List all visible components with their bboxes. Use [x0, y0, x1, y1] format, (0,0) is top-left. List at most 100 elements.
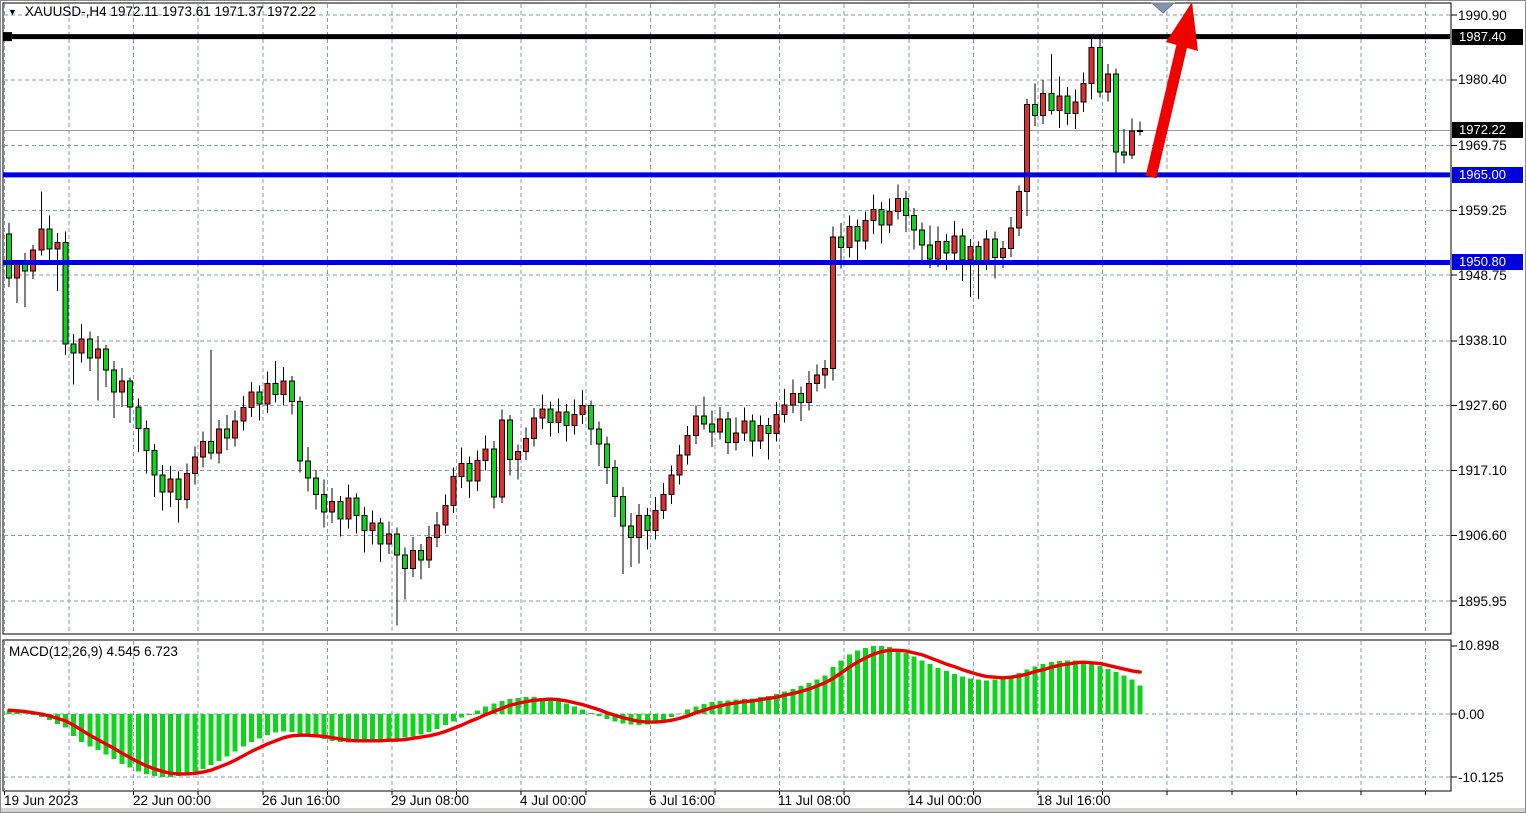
price-panel-frame	[2, 2, 1452, 635]
candle-body	[498, 419, 505, 498]
macd-histogram-bar	[329, 714, 335, 741]
macd-histogram-bar	[612, 714, 618, 722]
candle-body	[385, 533, 392, 545]
macd-histogram-bar	[1048, 662, 1054, 714]
macd-histogram-bar	[1008, 675, 1014, 714]
candle-body	[1104, 73, 1111, 93]
macd-histogram-bar	[1089, 663, 1095, 714]
candle-body	[1048, 92, 1055, 112]
macd-histogram-bar	[539, 697, 545, 714]
candle-body	[676, 454, 683, 476]
candle-body	[805, 382, 812, 404]
candle-body	[959, 235, 966, 261]
candle-body	[684, 434, 691, 456]
macd-histogram-bar	[669, 714, 675, 718]
macd-histogram-bar	[757, 697, 763, 714]
candle-body	[773, 413, 780, 434]
candle-body	[1129, 130, 1136, 156]
candle-body	[216, 428, 223, 454]
macd-histogram-bar	[160, 714, 166, 778]
candle-body	[660, 494, 667, 512]
macd-histogram-bar	[337, 714, 343, 743]
price-level-badge: 1972.22	[1452, 122, 1523, 139]
macd-histogram-bar	[192, 714, 198, 772]
chart-shift-marker-icon[interactable]	[1150, 2, 1176, 14]
candle-body	[38, 228, 45, 251]
candle-body	[6, 233, 12, 279]
time-axis-label: 22 Jun 00:00	[133, 793, 212, 808]
time-axis-label: 6 Jul 16:00	[649, 793, 716, 808]
candle-body	[854, 226, 861, 242]
macd-histogram-bar	[959, 676, 965, 714]
macd-axis-label: -10.125	[1458, 769, 1504, 785]
candle-body	[943, 241, 950, 254]
macd-histogram-bar	[790, 689, 796, 714]
macd-histogram-bar	[547, 699, 553, 714]
candle-body	[450, 476, 457, 507]
candle-body	[644, 515, 651, 531]
candle-body	[927, 244, 934, 260]
candle-body	[264, 382, 271, 405]
candle-body	[733, 432, 740, 444]
up-arrow-head-icon[interactable]	[1166, 2, 1198, 51]
macd-histogram-bar	[119, 714, 125, 764]
candle-body	[781, 404, 788, 415]
candle-body	[668, 474, 675, 496]
macd-histogram-bar	[184, 714, 190, 774]
macd-histogram-bar	[911, 656, 917, 714]
macd-histogram-bar	[1056, 660, 1062, 714]
macd-histogram-bar	[782, 691, 788, 714]
macd-histogram-bar	[588, 712, 594, 714]
macd-histogram-bar	[644, 714, 650, 725]
macd-histogram-bar	[919, 660, 925, 714]
candle-body	[749, 420, 756, 442]
up-arrow-shaft[interactable]	[1145, 43, 1188, 179]
candle-body	[708, 423, 715, 433]
candle-body	[321, 494, 328, 513]
macd-histogram-bar	[871, 645, 877, 714]
macd-histogram-bar	[862, 647, 868, 714]
macd-histogram-bar	[1137, 685, 1143, 714]
chart-title-bar: ▼ XAUUSD-,H4 1972.11 1973.61 1971.37 1972…	[8, 4, 316, 20]
candle-body	[612, 466, 618, 497]
candle-body	[814, 374, 820, 384]
macd-histogram-bar	[475, 710, 481, 714]
candle-body	[951, 235, 958, 254]
candle-body	[587, 405, 594, 430]
macd-histogram-bar	[830, 667, 836, 714]
candle-body	[595, 428, 602, 445]
macd-signal-line	[7, 648, 1142, 776]
macd-histogram-bar	[636, 714, 642, 726]
macd-histogram-bar	[216, 714, 222, 761]
macd-histogram-bar	[992, 679, 998, 714]
macd-histogram-bar	[289, 714, 295, 733]
candle-body	[361, 515, 368, 531]
macd-histogram-bar	[248, 714, 254, 743]
trendline-anchor[interactable]	[3, 32, 12, 42]
macd-histogram-bar	[814, 679, 820, 714]
macd-histogram-bar	[200, 714, 206, 769]
candle-body	[999, 247, 1006, 259]
candle-body	[426, 537, 433, 561]
candle-body	[256, 391, 263, 405]
time-axis-label: 18 Jul 16:00	[1037, 793, 1111, 808]
macd-histogram-bar	[1040, 664, 1046, 714]
macd-histogram-bar	[370, 714, 376, 741]
macd-histogram-bar	[265, 714, 271, 736]
price-level-badge: 1965.00	[1452, 166, 1523, 183]
candle-body	[991, 238, 998, 259]
candle-body	[1024, 103, 1031, 193]
candle-body	[119, 380, 126, 393]
candle-body	[1040, 92, 1047, 117]
macd-histogram-bar	[305, 714, 311, 736]
macd-histogram-bar	[353, 714, 359, 743]
candle-body	[620, 495, 627, 527]
candle-body	[975, 245, 982, 263]
macd-histogram-bar	[733, 699, 739, 714]
macd-histogram-bar	[935, 667, 941, 714]
macd-histogram-bar	[984, 680, 990, 714]
macd-histogram-bar	[111, 714, 117, 759]
candle-body	[1096, 47, 1103, 93]
macd-histogram-bar	[564, 703, 570, 714]
